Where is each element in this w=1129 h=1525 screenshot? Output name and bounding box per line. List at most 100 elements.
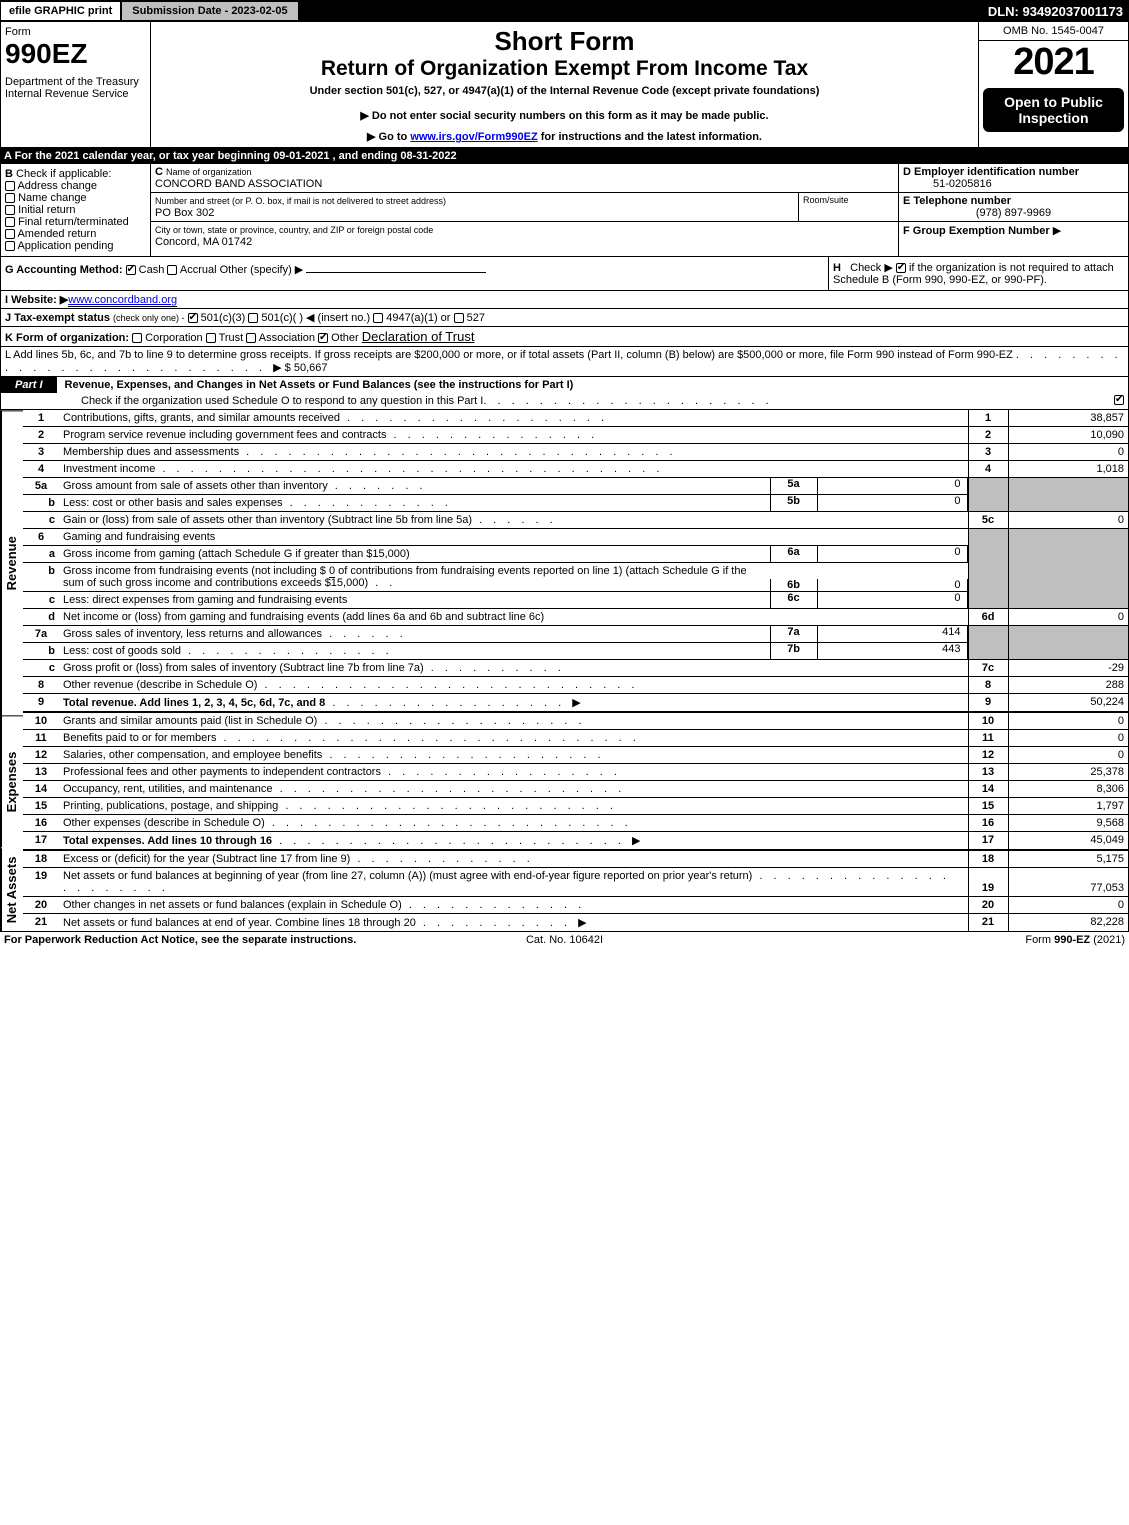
ln-9: 9: [23, 694, 59, 713]
ln-5a-ibox: 5a: [770, 478, 818, 494]
ln-11-box: 11: [968, 730, 1008, 747]
ln-6b-pre: Gross income from fundraising events (no…: [63, 565, 329, 577]
ln-21-box: 21: [968, 914, 1008, 932]
ln-5b-iamt: 0: [818, 495, 968, 511]
section-b: B Check if applicable: Address change Na…: [1, 164, 151, 256]
k-corporation: Corporation: [145, 332, 202, 344]
ln-18-text: Excess or (deficit) for the year (Subtra…: [63, 853, 350, 865]
checkbox-schedule-b[interactable]: [896, 263, 906, 273]
ln-2-amt: 10,090: [1008, 427, 1128, 444]
g-cash: Cash: [139, 264, 165, 276]
ln-21: 21: [23, 914, 59, 932]
part-1-check-text: Check if the organization used Schedule …: [81, 395, 483, 407]
header-left: Form 990EZ Department of the Treasury In…: [1, 22, 151, 147]
h-check-pre: Check ▶: [850, 262, 893, 274]
ln-9-text: Total revenue. Add lines 1, 2, 3, 4, 5c,…: [63, 697, 325, 709]
ln-7c-amt: -29: [1008, 660, 1128, 677]
ln-7a-text: Gross sales of inventory, less returns a…: [63, 628, 322, 640]
checkbox-final-return[interactable]: [5, 217, 15, 227]
ein-value: 51-0205816: [903, 178, 992, 190]
grey-5-amt: [1008, 478, 1128, 512]
ln-7b: b: [23, 643, 59, 660]
checkbox-association[interactable]: [246, 333, 256, 343]
ln-10-amt: 0: [1008, 712, 1128, 730]
ln-1-box: 1: [968, 410, 1008, 427]
grey-5: [968, 478, 1008, 512]
phone-value: (978) 897-9969: [903, 207, 1124, 219]
ln-19-box: 19: [968, 868, 1008, 897]
checkbox-application-pending[interactable]: [5, 241, 15, 251]
k-label: K Form of organization:: [5, 332, 129, 344]
checkbox-accrual[interactable]: [167, 265, 177, 275]
checkbox-other-org[interactable]: [318, 333, 328, 343]
l-text: L Add lines 5b, 6c, and 7b to line 9 to …: [5, 349, 1013, 361]
bullet-ssn: ▶ Do not enter social security numbers o…: [155, 109, 974, 122]
section-a-tax-year: A For the 2021 calendar year, or tax yea…: [0, 148, 1129, 164]
section-c: C Name of organization CONCORD BAND ASSO…: [151, 164, 898, 256]
ln-7c: c: [23, 660, 59, 677]
open-public-badge: Open to Public Inspection: [983, 88, 1124, 132]
checkbox-501c[interactable]: [248, 313, 258, 323]
footer-left: For Paperwork Reduction Act Notice, see …: [4, 934, 356, 946]
b-label: B: [5, 168, 13, 180]
ln-18-amt: 5,175: [1008, 850, 1128, 868]
j-501c: 501(c)( ) ◀ (insert no.): [261, 312, 370, 324]
ln-20-box: 20: [968, 897, 1008, 914]
checkbox-address-change[interactable]: [5, 181, 15, 191]
revenue-side-label: Revenue: [1, 410, 23, 715]
ln-6: 6: [23, 529, 59, 546]
department: Department of the Treasury Internal Reve…: [5, 76, 146, 100]
checkbox-amended-return[interactable]: [5, 229, 15, 239]
grey-6: [968, 529, 1008, 609]
ln-5c-text: Gain or (loss) from sale of assets other…: [63, 514, 472, 526]
netassets-side-label: Net Assets: [1, 848, 23, 931]
ln-5a-iamt: 0: [818, 478, 968, 494]
website-link[interactable]: www.concordband.org: [68, 294, 177, 307]
header-mid: Short Form Return of Organization Exempt…: [151, 22, 978, 147]
k-other: Other: [331, 332, 359, 344]
grey-6-amt: [1008, 529, 1128, 609]
checkbox-schedule-o[interactable]: [1114, 395, 1124, 405]
section-def: D Employer identification number 51-0205…: [898, 164, 1128, 256]
ln-10: 10: [23, 712, 59, 730]
ln-14-text: Occupancy, rent, utilities, and maintena…: [63, 783, 273, 795]
ln-5a: 5a: [23, 478, 59, 495]
j-527: 527: [467, 312, 485, 324]
ln-6b: b: [23, 563, 59, 592]
g-other: Other (specify) ▶: [220, 264, 304, 276]
ln-6a-iamt: 0: [818, 546, 968, 562]
ln-3-box: 3: [968, 444, 1008, 461]
checkbox-501c3[interactable]: [188, 313, 198, 323]
ln-7a-iamt: 414: [818, 626, 968, 642]
ln-17-text: Total expenses. Add lines 10 through 16: [63, 835, 272, 847]
bullet-goto-post: for instructions and the latest informat…: [538, 131, 762, 143]
g-accrual: Accrual: [180, 264, 217, 276]
street-value: PO Box 302: [155, 207, 214, 219]
checkbox-trust[interactable]: [206, 333, 216, 343]
checkbox-527[interactable]: [454, 313, 464, 323]
ln-16: 16: [23, 815, 59, 832]
checkbox-4947[interactable]: [373, 313, 383, 323]
ln-2-text: Program service revenue including govern…: [63, 429, 386, 441]
org-name: CONCORD BAND ASSOCIATION: [155, 178, 322, 190]
section-g: G Accounting Method: Cash Accrual Other …: [1, 257, 828, 290]
ln-16-text: Other expenses (describe in Schedule O): [63, 817, 265, 829]
room-label: Room/suite: [798, 193, 898, 221]
checkbox-corporation[interactable]: [132, 333, 142, 343]
ln-3-amt: 0: [1008, 444, 1128, 461]
opt-name-change: Name change: [18, 192, 87, 204]
short-form-title: Short Form: [155, 26, 974, 57]
checkbox-name-change[interactable]: [5, 193, 15, 203]
ln-19-amt: 77,053: [1008, 868, 1128, 897]
part-1-table: 1Contributions, gifts, grants, and simil…: [23, 410, 1128, 931]
irs-link[interactable]: www.irs.gov/Form990EZ: [410, 131, 537, 143]
ln-5b-text: Less: cost or other basis and sales expe…: [63, 497, 283, 509]
checkbox-cash[interactable]: [126, 265, 136, 275]
part-1-header: Part I Revenue, Expenses, and Changes in…: [0, 377, 1129, 393]
ln-20-text: Other changes in net assets or fund bala…: [63, 899, 402, 911]
checkbox-initial-return[interactable]: [5, 205, 15, 215]
ln-7b-text: Less: cost of goods sold: [63, 645, 181, 657]
ln-6c-iamt: 0: [818, 592, 968, 608]
ln-6c-ibox: 6c: [770, 592, 818, 608]
k-other-value: Declaration of Trust: [362, 329, 475, 344]
